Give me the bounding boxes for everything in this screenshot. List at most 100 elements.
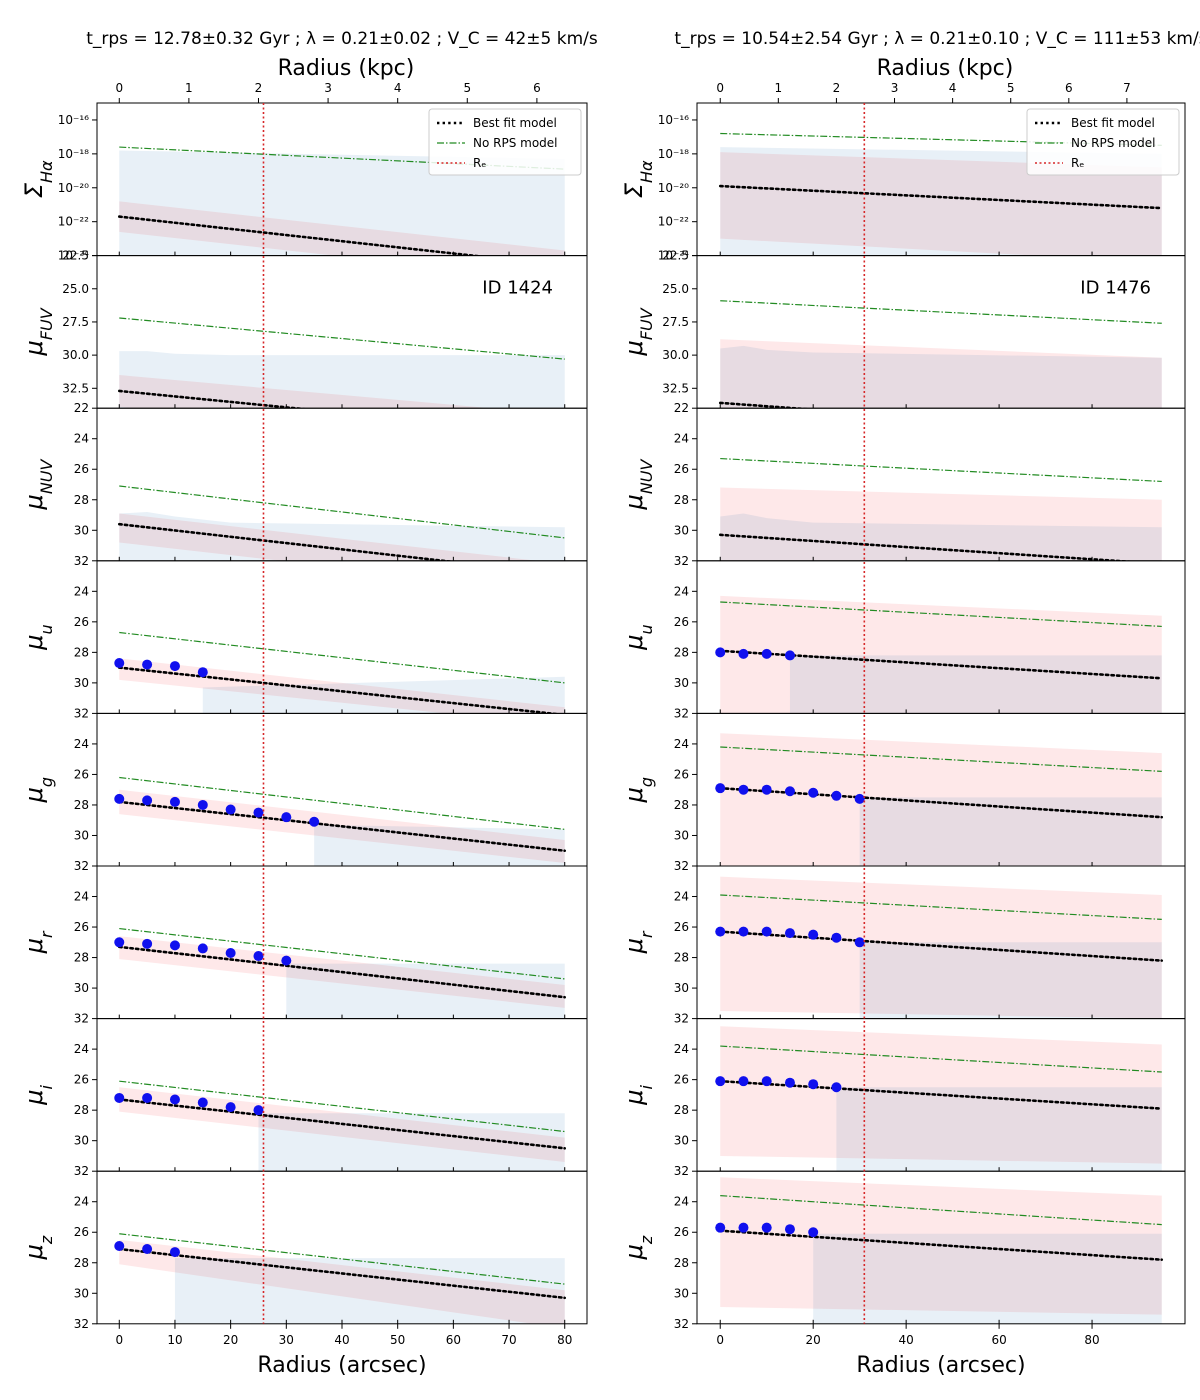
panel-Σ-Hα: 10⁻¹⁶ 10⁻¹⁸ 10⁻²⁰ 10⁻²² 10⁻²⁴ ΣHα [20,102,588,263]
y-tick-label: 30 [74,676,89,690]
observed-point [169,1094,180,1105]
top-x-tick-label: 1 [185,81,193,95]
y-tick-label: 28 [674,493,689,507]
no-rps-model-line [720,1195,1162,1226]
observed-point [715,926,726,937]
observed-point [114,658,125,669]
y-tick-label: 30 [674,1286,689,1300]
y-label-subscript: g [637,777,656,787]
observed-point [784,786,795,797]
observed-point [738,1076,749,1087]
x-tick-label: 80 [557,1333,572,1347]
legend-best-fit-label: Best fit model [1071,116,1155,130]
best-fit-model-line [117,522,455,561]
y-tick-label: 24 [74,1195,89,1209]
x-tick-label: 60 [991,1333,1006,1347]
y-label-subscript: r [37,930,56,938]
legend-no-rps-label: No RPS model [1071,136,1156,150]
uncertainty-band-model [720,487,1162,561]
y-label-symbol: μ [20,635,48,651]
y-tick-label: 27.5 [662,315,689,329]
top-x-tick-label: 5 [463,81,471,95]
panel-plot-area [715,1026,1164,1172]
y-tick-label: 26 [674,1225,689,1239]
y-tick-label: 32.5 [62,381,89,395]
y-tick-label: 26 [74,462,89,476]
observed-point [253,1105,264,1116]
y-label-symbol: Σ [20,182,48,198]
y-label-symbol: μ [620,635,648,651]
y-tick-label: 32 [674,1317,689,1331]
observed-point [309,816,320,827]
chart-2: t_rps = 10.54±2.54 Gyr ; λ = 0.21±0.10 ;… [620,29,1200,1378]
y-tick-label: 22.5 [62,249,89,263]
observed-point [225,804,236,815]
panel-μ-FUV: 22.5 25.0 27.5 30.0 32.5 μFUV ID 1476 [620,249,1186,409]
uncertainty-band-model [720,876,1162,1019]
uncertainty-band-model [720,733,1162,867]
legend-box [428,108,582,176]
observed-point [225,947,236,958]
best-fit-model-line [117,800,567,853]
y-tick-label: 24 [74,737,89,751]
y-tick-label: 32 [74,1317,89,1331]
y-label-symbol: μ [20,340,48,356]
best-fit-model-line [718,184,1164,210]
panel-plot-area [117,317,565,409]
y-tick-label: 30 [74,523,89,537]
observed-point [831,1082,842,1093]
y-tick-label: 32.5 [662,381,689,395]
x-tick-label: 40 [334,1333,349,1347]
y-label-symbol: Σ [620,182,648,198]
y-tick-label: 28 [74,1103,89,1117]
y-axis-label: μr [20,930,56,954]
y-tick-label: 28 [74,1256,89,1270]
y-label-symbol: μ [620,1244,648,1260]
y-tick-label: 24 [674,890,689,904]
panel-μ-z: 24 26 28 30 32 μz [20,1170,588,1331]
legend-re-label: Rₑ [473,156,486,170]
observed-point [114,1240,125,1251]
observed-point [808,929,819,940]
chart-title: t_rps = 12.78±0.32 Gyr ; λ = 0.21±0.02 ;… [86,29,598,49]
panel-μ-g: 24 26 28 30 32 μg [20,712,588,873]
y-tick-label: 26 [74,1225,89,1239]
y-tick-label: 26 [674,462,689,476]
y-axis-label: μg [20,777,56,803]
y-tick-label: 28 [74,951,89,965]
y-label-subscript: Hα [37,160,56,183]
best-fit-model-line [117,389,309,409]
x-tick-label: 20 [806,1333,821,1347]
observed-point [281,955,292,966]
observed-point [715,1076,726,1087]
y-axis-label: ΣHα [20,160,56,198]
y-axis-label: μNUV [620,458,656,510]
best-fit-model-line [117,215,485,256]
y-axis-label: μu [620,624,656,650]
observed-point [761,648,772,659]
chart-1: t_rps = 12.78±0.32 Gyr ; λ = 0.21±0.02 ;… [20,29,598,1378]
observed-point [142,795,153,806]
observed-point [142,1092,153,1103]
y-tick-label: 30 [674,523,689,537]
y-label-subscript: r [637,930,656,938]
y-tick-label: 22 [74,401,89,415]
observed-point [808,787,819,798]
y-label-symbol: μ [620,494,648,510]
panel-μ-NUV: 22 24 26 28 30 32 μNUV [20,401,588,568]
observed-point [738,926,749,937]
observed-point [831,932,842,943]
y-tick-label: 30 [674,676,689,690]
y-tick-label: 26 [74,920,89,934]
best-fit-model-line [718,533,1136,561]
galaxy-id-label: ID 1476 [1080,278,1151,299]
y-label-subscript: Hα [637,160,656,183]
y-tick-label: 10⁻²⁴ [658,249,689,263]
observed-point [715,1222,726,1233]
y-tick-label: 10⁻²² [58,215,89,229]
observed-point [784,650,795,661]
observed-point [253,951,264,962]
observed-point [738,1222,749,1233]
y-tick-label: 24 [74,890,89,904]
panel-plot-area [718,300,1162,409]
